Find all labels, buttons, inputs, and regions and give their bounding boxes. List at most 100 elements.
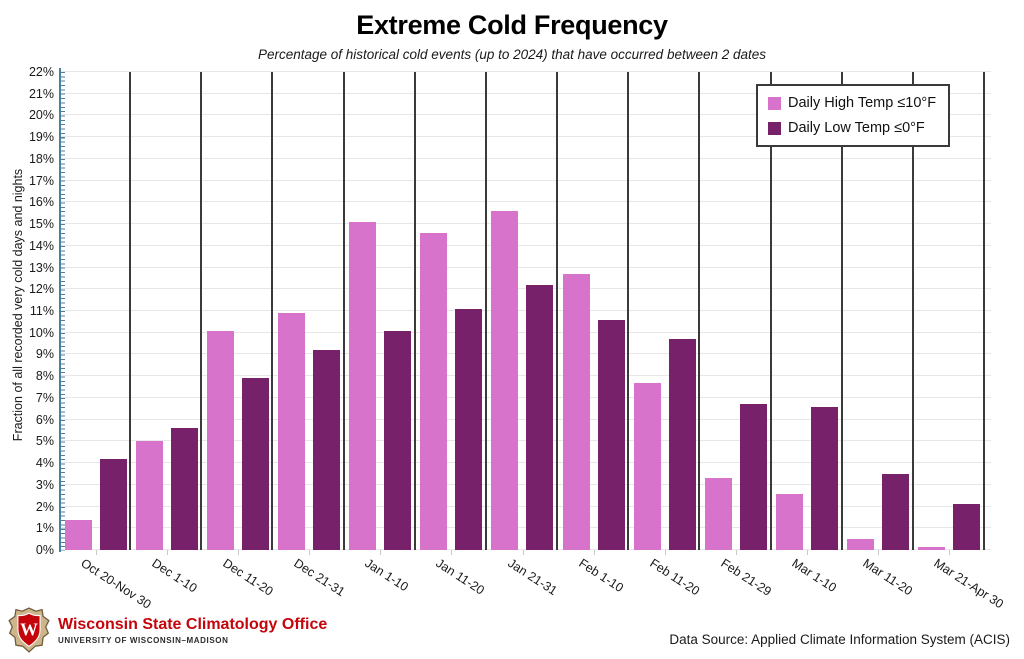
y-axis-tick-labels: 0% 1% 2% 3% 4% 5% 6% 7% 8% 9% 10% 11% 12% 13% 14% 15% 16…: [0, 65, 54, 557]
y-tick-label-13: 13%: [28, 260, 54, 275]
x-label-mar-11-20: Mar 11-20: [860, 556, 916, 599]
x-axis-tick: [664, 550, 666, 555]
legend-swatch-icon: [768, 96, 781, 110]
x-axis-tick: [309, 550, 311, 555]
x-axis-tick: [451, 550, 453, 555]
y-tick-label-2: 2%: [35, 499, 54, 514]
y-tick-label-4: 4%: [35, 456, 54, 471]
bar-daily-low-temp-0-f: [170, 428, 198, 550]
bar-daily-low-temp-0-f: [313, 350, 341, 550]
footer-logo: W Wisconsin State Climatology Office UNI…: [8, 607, 327, 653]
group-separator: [911, 72, 914, 550]
y-tick-label-17: 17%: [28, 173, 54, 188]
x-axis-tick: [380, 550, 382, 555]
org-name: Wisconsin State Climatology Office: [58, 615, 328, 633]
x-label-jan-21-31: Jan 21-31: [504, 556, 560, 599]
bar-daily-low-temp-0-f: [526, 284, 554, 550]
x-label-jan-1-10: Jan 1-10: [362, 556, 411, 595]
bar-daily-high-temp-10-f: [420, 232, 448, 550]
bar-daily-high-temp-10-f: [847, 539, 875, 550]
x-axis-tick: [166, 550, 168, 555]
group-separator: [698, 72, 701, 550]
bar-group-mar-11-20: [843, 72, 914, 550]
bar-group-mar-1-10: [772, 72, 843, 550]
x-label-dec-21-31: Dec 21-31: [291, 556, 348, 600]
bar-daily-high-temp-10-f: [64, 519, 92, 550]
y-tick-label-14: 14%: [28, 238, 54, 253]
x-axis-tick: [522, 550, 524, 555]
legend-item-daily-high-temp-10-f: Daily High Temp ≤10°F: [768, 95, 936, 111]
bar-group-feb-11-20: [629, 72, 700, 550]
bar-daily-low-temp-0-f: [668, 339, 696, 550]
group-separator: [484, 72, 487, 550]
bar-daily-high-temp-10-f: [349, 221, 377, 550]
group-separator: [200, 72, 203, 550]
bar-daily-high-temp-10-f: [776, 493, 804, 550]
bar-daily-low-temp-0-f: [953, 504, 981, 550]
legend-swatch-icon: [768, 121, 781, 135]
x-label-mar-1-10: Mar 1-10: [789, 556, 840, 595]
y-tick-label-8: 8%: [35, 369, 54, 384]
bar-daily-high-temp-10-f: [278, 313, 306, 550]
y-tick-label-18: 18%: [28, 151, 54, 166]
y-tick-label-10: 10%: [28, 325, 54, 340]
bar-daily-high-temp-10-f: [135, 441, 163, 550]
bar-daily-high-temp-10-f: [704, 478, 732, 550]
group-separator: [342, 72, 345, 550]
bar-daily-low-temp-0-f: [739, 404, 767, 550]
bar-daily-low-temp-0-f: [241, 378, 269, 550]
group-separator: [129, 72, 132, 550]
x-axis-tick: [95, 550, 97, 555]
y-tick-label-12: 12%: [28, 282, 54, 297]
x-label-oct-20-nov-30: Oct 20-Nov 30: [77, 556, 154, 612]
group-separator: [769, 72, 772, 550]
y-tick-label-16: 16%: [28, 195, 54, 210]
y-tick-label-1: 1%: [35, 521, 54, 536]
x-axis-tick: [237, 550, 239, 555]
bar-daily-high-temp-10-f: [918, 546, 946, 550]
group-separator: [271, 72, 274, 550]
y-axis-line: [59, 68, 61, 552]
plot-area: [60, 72, 985, 550]
y-tick-label-9: 9%: [35, 347, 54, 362]
y-tick-label-22: 22%: [28, 65, 54, 79]
bar-daily-low-temp-0-f: [384, 330, 412, 550]
legend: Daily High Temp ≤10°F Daily Low Temp ≤0°F: [756, 84, 951, 147]
bar-group-feb-21-29: [700, 72, 771, 550]
bar-group-dec-21-31: [273, 72, 344, 550]
group-separator: [983, 72, 985, 550]
y-tick-label-0: 0%: [35, 543, 54, 557]
x-axis-tick: [949, 550, 951, 555]
bar-group-mar-21-apr-30: [914, 72, 985, 550]
data-source-note: Data Source: Applied Climate Information…: [669, 632, 1010, 647]
x-label-feb-1-10: Feb 1-10: [576, 556, 626, 595]
bar-group-jan-11-20: [416, 72, 487, 550]
x-label-dec-11-20: Dec 11-20: [220, 556, 276, 599]
bar-daily-low-temp-0-f: [597, 319, 625, 550]
x-axis-tick: [807, 550, 809, 555]
y-axis-minor-ticks: [61, 72, 65, 551]
bar-group-dec-1-10: [131, 72, 202, 550]
footer-org-text: Wisconsin State Climatology Office UNIVE…: [58, 616, 327, 645]
chart-title: Extreme Cold Frequency: [356, 10, 668, 40]
y-tick-label-15: 15%: [28, 217, 54, 232]
y-tick-label-5: 5%: [35, 434, 54, 449]
group-separator: [556, 72, 559, 550]
bar-group-oct-20-nov-30: [60, 72, 131, 550]
x-axis-tick: [878, 550, 880, 555]
uw-crest-icon: W: [8, 607, 50, 653]
x-label-feb-21-29: Feb 21-29: [718, 556, 774, 599]
x-label-mar-21-apr-30: Mar 21-Apr 30: [931, 556, 1007, 612]
y-tick-label-6: 6%: [35, 412, 54, 427]
bar-daily-low-temp-0-f: [882, 473, 910, 550]
group-separator: [627, 72, 630, 550]
svg-text:W: W: [20, 620, 38, 640]
bar-group-feb-1-10: [558, 72, 629, 550]
y-tick-label-3: 3%: [35, 477, 54, 492]
bar-group-jan-1-10: [345, 72, 416, 550]
x-axis-tick: [735, 550, 737, 555]
x-axis-tick: [593, 550, 595, 555]
bar-daily-low-temp-0-f: [455, 308, 483, 550]
bar-daily-low-temp-0-f: [99, 458, 127, 550]
